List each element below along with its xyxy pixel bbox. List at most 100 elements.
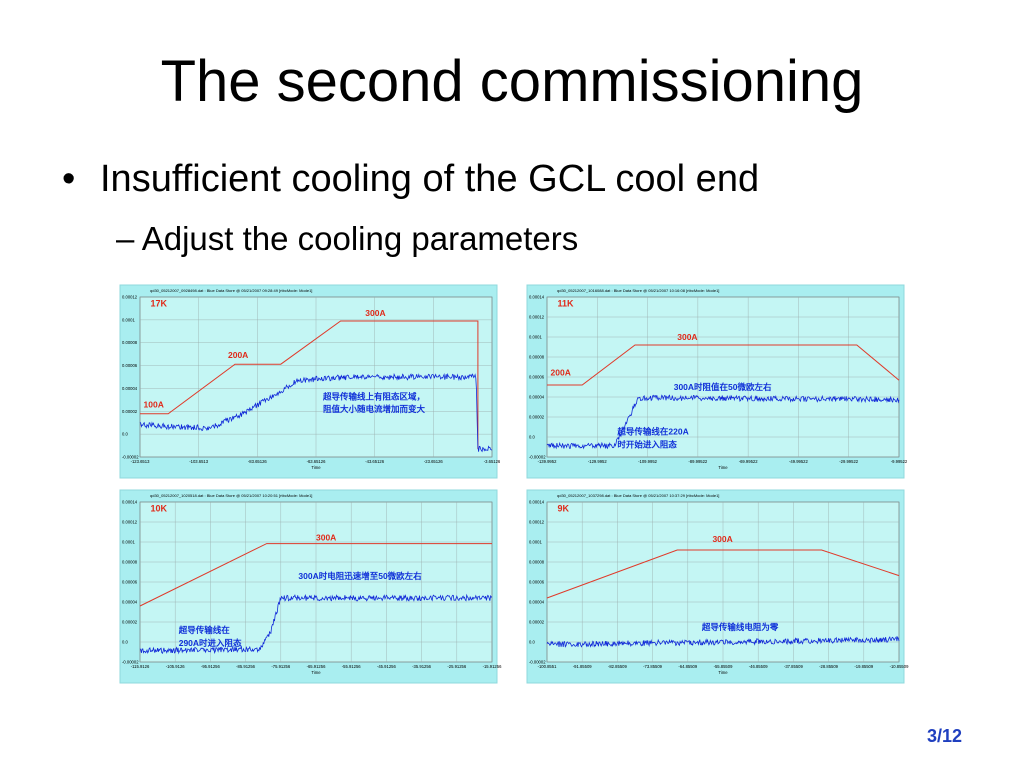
x-tick-label: -15.91256 xyxy=(483,664,503,669)
x-tick-label: -95.91256 xyxy=(201,664,221,669)
voltage-trace xyxy=(546,635,900,648)
y-tick-label: 0.00008 xyxy=(122,560,138,565)
x-tick-label: -75.91256 xyxy=(271,664,291,669)
x-tick-label: -55.85509 xyxy=(714,664,734,669)
x-tick-label: -139.9952 xyxy=(538,459,558,464)
figure-header: qd30_05212007_1037298.dat : Blue Data St… xyxy=(557,493,719,498)
x-tick-label: -82.85509 xyxy=(608,664,628,669)
annotation: 300A时电阻迅速增至50微欧左右 xyxy=(298,571,422,581)
x-tick-label: -65.91256 xyxy=(307,664,327,669)
y-tick-label: 0.0001 xyxy=(529,540,542,545)
current-label: 100A xyxy=(144,399,164,409)
x-tick-label: -43.65126 xyxy=(365,459,385,464)
x-tick-label: -37.85509 xyxy=(784,664,804,669)
y-tick-label: 0.00006 xyxy=(122,580,138,585)
voltage-trace xyxy=(139,593,493,655)
y-tick-label: 0.0 xyxy=(122,640,128,645)
x-tick-label: -9.99522 xyxy=(891,459,908,464)
figure: qd30_05212007_1016088.dat : Blue Data St… xyxy=(526,284,908,479)
y-tick-label: 0.00012 xyxy=(122,295,138,300)
figure: qd30_05212007_1037298.dat : Blue Data St… xyxy=(526,489,909,684)
current-label: 300A xyxy=(365,308,385,318)
x-tick-label: -23.65126 xyxy=(424,459,444,464)
current-trace xyxy=(546,549,900,599)
x-axis-label: Time xyxy=(718,670,728,675)
current-label: 300A xyxy=(316,532,336,542)
x-axis-label: Time xyxy=(718,465,728,470)
sub-bullet: – Adjust the cooling parameters xyxy=(116,220,579,257)
x-tick-label: -28.85509 xyxy=(819,664,839,669)
x-tick-label: -129.9952 xyxy=(588,459,608,464)
y-tick-label: 0.00012 xyxy=(122,520,138,525)
current-trace xyxy=(547,344,900,386)
voltage-trace xyxy=(139,372,493,453)
current-label: 200A xyxy=(551,367,571,377)
y-tick-label: 0.00014 xyxy=(529,295,545,300)
y-tick-label: 0.0001 xyxy=(122,540,135,545)
x-tick-label: -83.65126 xyxy=(248,459,268,464)
y-tick-label: 0.00006 xyxy=(122,363,138,368)
y-tick-label: 0.00004 xyxy=(529,600,545,605)
figure: qd30_05212007_0928498.dat : Blue Data St… xyxy=(119,284,501,479)
y-tick-label: 0.00008 xyxy=(529,560,545,565)
y-tick-label: 0.00012 xyxy=(529,520,545,525)
x-tick-label: -46.85509 xyxy=(749,664,769,669)
x-axis-label: Time xyxy=(311,465,321,470)
figure-header: qd30_05212007_0928498.dat : Blue Data St… xyxy=(150,288,312,293)
x-tick-label: -45.91256 xyxy=(377,664,397,669)
x-tick-label: -115.9126 xyxy=(131,664,150,669)
y-tick-label: 0.00004 xyxy=(529,395,545,400)
x-tick-label: -64.85509 xyxy=(678,664,698,669)
y-tick-label: 0.0001 xyxy=(122,317,135,322)
y-tick-label: 0.00014 xyxy=(529,500,545,505)
annotation: 超导传输线电阻为零 xyxy=(701,622,779,632)
figure-header: qd30_05212007_1020518.dat : Blue Data St… xyxy=(150,493,312,498)
y-tick-label: -0.00002 xyxy=(529,660,546,665)
temperature-label: 9K xyxy=(558,504,570,514)
voltage-trace xyxy=(546,394,900,450)
annotation: 300A时阻值在50微欧左右 xyxy=(674,382,772,392)
current-trace xyxy=(139,543,492,607)
temperature-label: 17K xyxy=(151,299,168,309)
x-tick-label: -123.6513 xyxy=(131,459,151,464)
x-tick-label: -85.91256 xyxy=(236,664,256,669)
y-tick-label: 0.00012 xyxy=(529,315,545,320)
bullet-dot: • xyxy=(62,158,76,200)
x-tick-label: -91.85509 xyxy=(573,664,593,669)
y-tick-label: 0.00014 xyxy=(122,500,138,505)
x-tick-label: -35.91256 xyxy=(412,664,432,669)
current-label: 300A xyxy=(677,332,697,342)
x-tick-label: -73.85509 xyxy=(643,664,663,669)
x-tick-label: -63.65126 xyxy=(307,459,327,464)
current-label: 200A xyxy=(228,350,248,360)
x-tick-label: -69.99522 xyxy=(739,459,759,464)
y-tick-label: 0.00008 xyxy=(529,355,545,360)
x-tick-label: -109.9952 xyxy=(638,459,658,464)
temperature-label: 11K xyxy=(558,299,575,309)
y-tick-label: 0.00006 xyxy=(529,375,545,380)
y-tick-label: -0.00002 xyxy=(122,455,139,460)
y-tick-label: 0.00004 xyxy=(122,600,138,605)
bullet: Insufficient cooling of the GCL cool end xyxy=(100,158,760,200)
annotation: 超导传输线在220A xyxy=(616,427,688,437)
y-tick-label: 0.00002 xyxy=(122,620,138,625)
x-tick-label: -49.99522 xyxy=(789,459,809,464)
y-tick-label: 0.00008 xyxy=(122,340,138,345)
x-tick-label: -103.6513 xyxy=(189,459,209,464)
y-tick-label: -0.00002 xyxy=(529,455,546,460)
annotation: 290A时进入阻态 xyxy=(179,638,242,648)
x-tick-label: -89.99522 xyxy=(688,459,708,464)
figure: qd30_05212007_1020518.dat : Blue Data St… xyxy=(119,489,503,684)
y-tick-label: -0.00002 xyxy=(122,660,139,665)
x-tick-label: -19.85509 xyxy=(854,664,874,669)
y-tick-label: 0.00002 xyxy=(122,409,138,414)
y-tick-label: 0.0 xyxy=(122,432,128,437)
y-tick-label: 0.00006 xyxy=(529,580,545,585)
x-tick-label: -55.91256 xyxy=(342,664,362,669)
annotation: 超导传输线上有阻态区域， xyxy=(322,391,425,401)
y-tick-label: 0.00002 xyxy=(529,415,545,420)
x-tick-label: -29.99522 xyxy=(839,459,859,464)
y-tick-label: 0.00004 xyxy=(122,386,138,391)
